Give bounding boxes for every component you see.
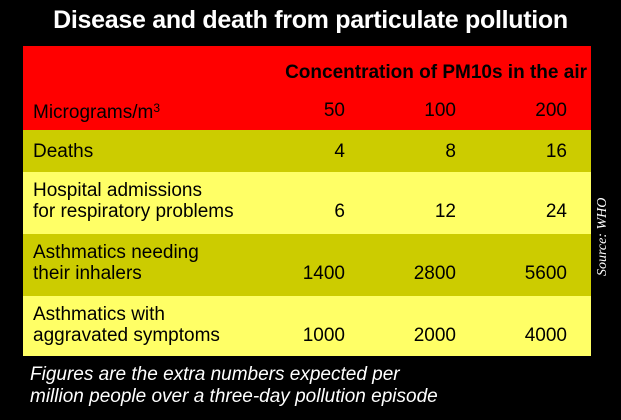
chart-title: Disease and death from particulate pollu… — [53, 6, 568, 34]
table-cell: 16 — [545, 141, 567, 162]
row-label: aggravated symptoms — [33, 325, 220, 346]
table-row: Deaths 4 8 16 — [23, 130, 591, 172]
column-header-100: 100 — [424, 100, 456, 121]
table-cell: 5600 — [524, 263, 567, 284]
row-label: Hospital admissions — [33, 180, 202, 201]
table-cell: 8 — [445, 141, 456, 162]
row-label: Deaths — [33, 141, 94, 162]
data-table: Concentration of PM10s in the air Microg… — [23, 46, 591, 356]
row-label: Asthmatics needing — [33, 242, 199, 263]
table-cell: 1000 — [302, 325, 345, 346]
column-header-50: 50 — [323, 100, 345, 121]
unit-exponent: 3 — [153, 101, 161, 115]
table-cell: 6 — [334, 201, 345, 222]
footnote: Figures are the extra numbers expected p… — [30, 364, 438, 408]
table-cell: 12 — [434, 201, 456, 222]
unit-label: Micrograms/m3 — [33, 101, 161, 123]
row-label: for respiratory problems — [33, 201, 234, 222]
row-label: their inhalers — [33, 263, 142, 284]
table-cell: 4000 — [524, 325, 567, 346]
table-cell: 2000 — [413, 325, 456, 346]
footnote-line: million people over a three-day pollutio… — [30, 386, 438, 407]
column-header-200: 200 — [535, 100, 567, 121]
table-cell: 24 — [545, 201, 567, 222]
footnote-line: Figures are the extra numbers expected p… — [30, 364, 400, 385]
table-row: Hospital admissions for respiratory prob… — [23, 172, 591, 234]
table-cell: 2800 — [413, 263, 456, 284]
table-row: Asthmatics with aggravated symptoms 1000… — [23, 296, 591, 356]
table-cell: 1400 — [302, 263, 345, 284]
table-cell: 4 — [334, 141, 345, 162]
header-band: Concentration of PM10s in the air Microg… — [23, 46, 591, 130]
table-row: Asthmatics needing their inhalers 1400 2… — [23, 234, 591, 296]
row-label: Asthmatics with — [33, 304, 165, 325]
source-note: Source: WHO — [595, 197, 610, 276]
header-caption: Concentration of PM10s in the air — [285, 62, 587, 83]
